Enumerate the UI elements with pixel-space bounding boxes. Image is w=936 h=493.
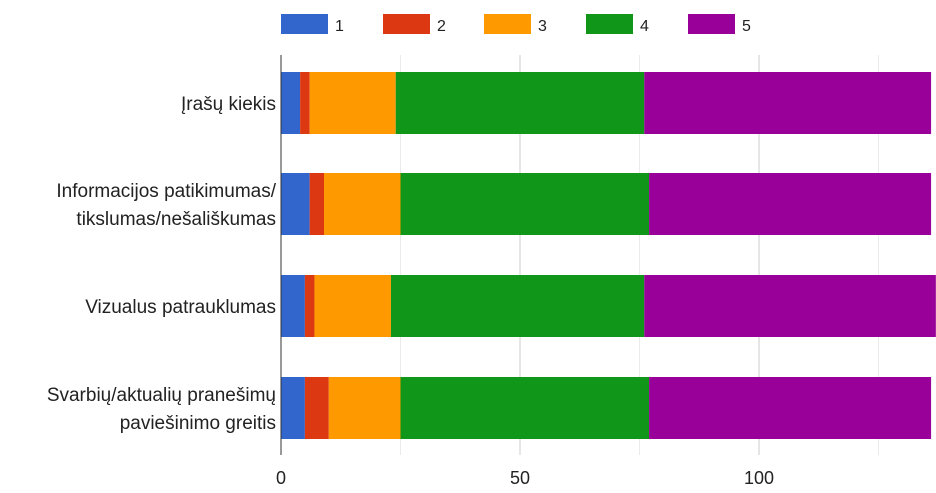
bar-segment-3-row-3 — [314, 275, 391, 337]
bar-segment-2-row-3 — [304, 275, 315, 337]
x-tick-labels: 0 50 100 — [276, 468, 774, 488]
bar-segment-5-row-4 — [649, 377, 932, 439]
category-label-line: Vizualus patrauklumas — [85, 297, 276, 318]
legend-label-3: 3 — [538, 18, 547, 35]
category-label-line: Įrašų kiekis — [181, 94, 276, 115]
bar-segment-5-row-2 — [649, 173, 932, 235]
x-tick-label: 100 — [744, 468, 774, 488]
bar-segment-5-row-3 — [644, 275, 936, 337]
bar-segment-3-row-1 — [309, 72, 396, 134]
bar-segment-1-row-4 — [281, 377, 305, 439]
bars — [281, 72, 936, 439]
legend-swatch-4 — [586, 14, 633, 34]
legend-swatch-2 — [383, 14, 430, 34]
bar-segment-1-row-3 — [281, 275, 305, 337]
bar-segment-3-row-2 — [324, 173, 401, 235]
legend-label-2: 2 — [437, 18, 446, 35]
bar-segment-2-row-2 — [309, 173, 325, 235]
legend-label-4: 4 — [640, 18, 649, 35]
category-labels: Įrašų kiekis Informacijos patikimumas/tik… — [47, 94, 277, 434]
legend-label-5: 5 — [742, 18, 751, 35]
category-label-line: Svarbių/aktualių pranešimų — [47, 385, 276, 406]
x-tick-label: 50 — [510, 468, 530, 488]
bar-segment-1-row-1 — [281, 72, 301, 134]
category-label-line: Informacijos patikimumas/ — [56, 181, 276, 202]
bar-segment-2-row-1 — [300, 72, 310, 134]
bar-segment-4-row-1 — [395, 72, 645, 134]
x-tick-label: 0 — [276, 468, 286, 488]
legend-swatch-3 — [484, 14, 531, 34]
bar-segment-4-row-2 — [400, 173, 650, 235]
bar-segment-4-row-3 — [390, 275, 645, 337]
legend: 1 2 3 4 5 — [281, 14, 751, 35]
bar-segment-5-row-1 — [644, 72, 932, 134]
legend-label-1: 1 — [335, 18, 344, 35]
category-label-line: tikslumas/nešališkumas — [76, 209, 276, 230]
bar-segment-3-row-4 — [328, 377, 401, 439]
bar-segment-4-row-4 — [400, 377, 650, 439]
legend-swatch-1 — [281, 14, 328, 34]
legend-swatch-5 — [688, 14, 735, 34]
bar-segment-1-row-2 — [281, 173, 310, 235]
bar-segment-2-row-4 — [304, 377, 329, 439]
category-label-line: paviešinimo greitis — [120, 413, 276, 434]
